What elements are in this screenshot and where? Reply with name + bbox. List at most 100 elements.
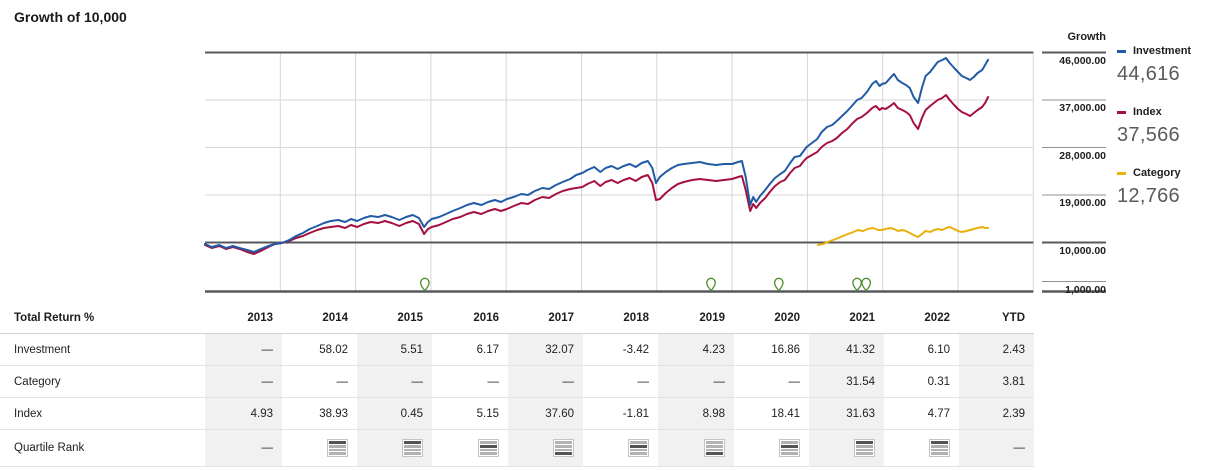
investment-line: [204, 57, 990, 253]
category-line-swatch-icon: [1117, 171, 1126, 175]
y-axis-title: Growth: [1067, 31, 1107, 43]
year-column-header: 2022: [884, 302, 959, 334]
quartile-rank-icon: [704, 439, 725, 457]
table-cell: [658, 429, 734, 467]
table-cell: [884, 429, 959, 467]
legend-final-value: 12,766: [1117, 185, 1180, 207]
table-cell: 18.41: [734, 397, 809, 430]
table-cell: —: [432, 365, 508, 398]
table-cell: 0.45: [357, 397, 432, 430]
index-line: [204, 94, 990, 255]
quartile-rank-icon: [478, 439, 499, 457]
table-cell: 16.86: [734, 333, 809, 366]
legend-item-index: Index 37,566: [1117, 105, 1213, 147]
table-cell: [583, 429, 658, 467]
table-cell: 5.51: [357, 333, 432, 366]
year-column-header: 2014: [282, 302, 357, 334]
table-row-category: Category — — — — — — — —31.54 0.31 3.81: [0, 365, 1034, 398]
table-header-row: Total Return % 2013 2014 2015 2016 2017 2018 20…: [0, 302, 1034, 334]
legend-final-value: 44,616: [1117, 63, 1180, 85]
table-cell: —: [734, 365, 809, 398]
table-cell: [734, 429, 809, 467]
page-title: Growth of 10,000: [14, 9, 127, 25]
y-axis-tick-label: 1,000.00: [1065, 283, 1106, 296]
quartile-rank-icon: [929, 439, 950, 457]
legend-final-value: 37,566: [1117, 124, 1180, 146]
event-pin-icon[interactable]: [861, 277, 871, 292]
table-cell: 31.63: [809, 397, 884, 430]
table-cell: [357, 429, 432, 467]
table-row-index: Index 4.93 38.93 0.45 5.15 37.60 -1.81 8.98 18.4…: [0, 397, 1034, 430]
table-cell: —: [205, 333, 282, 366]
y-axis-tick-label: 19,000.00: [1059, 197, 1106, 209]
table-cell: 37.60: [508, 397, 583, 430]
table-cell: 2.43: [959, 333, 1034, 366]
year-column-header: 2018: [583, 302, 658, 334]
table-cell: [432, 429, 508, 467]
table-cell: 41.32: [809, 333, 884, 366]
quartile-rank-icon: [628, 439, 649, 457]
quartile-rank-icon: [402, 439, 423, 457]
table-cell: 4.23: [658, 333, 734, 366]
year-column-header: 2020: [734, 302, 809, 334]
growth-chart: [204, 51, 1106, 293]
table-cell: 0.31: [884, 365, 959, 398]
table-cell: -3.42: [583, 333, 658, 366]
row-label: Investment: [0, 333, 205, 366]
table-cell: 8.98: [658, 397, 734, 430]
row-label: Category: [0, 365, 205, 398]
table-cell: —: [205, 429, 282, 467]
chart-legend: Investment 44,616 Index 37,566 Category 12,76…: [1117, 44, 1213, 227]
year-column-header: 2019: [658, 302, 734, 334]
table-row-investment: Investment —58.02 5.51 6.17 32.07 -3.42 4.23 16…: [0, 333, 1034, 366]
table-cell: —: [357, 365, 432, 398]
table-cell: 38.93: [282, 397, 357, 430]
total-return-table: Total Return % 2013 2014 2015 2016 2017 2018 20…: [0, 302, 1034, 467]
legend-item-investment: Investment 44,616: [1117, 44, 1213, 86]
table-cell: 4.77: [884, 397, 959, 430]
year-column-header: 2017: [508, 302, 583, 334]
event-pin-icon[interactable]: [420, 277, 430, 292]
event-pin-icon[interactable]: [773, 277, 784, 292]
table-cell: [508, 429, 583, 467]
table-cell: [809, 429, 884, 467]
event-pin-icon[interactable]: [706, 277, 716, 292]
table-cell: —: [508, 365, 583, 398]
table-cell: -1.81: [583, 397, 658, 430]
y-axis-tick-label: 37,000.00: [1059, 102, 1106, 114]
table-cell: 5.15: [432, 397, 508, 430]
legend-label: Category: [1133, 167, 1181, 179]
quartile-rank-icon: [553, 439, 574, 457]
event-pin-icon[interactable]: [852, 277, 862, 292]
table-cell: —: [959, 429, 1034, 467]
legend-label: Index: [1133, 106, 1162, 118]
year-column-header: 2015: [357, 302, 432, 334]
y-axis-tick-label: 10,000.00: [1059, 244, 1106, 257]
legend-label: Investment: [1133, 45, 1192, 57]
table-cell: 32.07: [508, 333, 583, 366]
table-cell: 58.02: [282, 333, 357, 366]
table-cell: —: [658, 365, 734, 398]
year-column-header: 2021: [809, 302, 884, 334]
row-label: Quartile Rank: [0, 429, 205, 467]
table-row-quartile-rank: Quartile Rank — —: [0, 429, 1034, 467]
category-line: [816, 226, 990, 246]
table-cell: 6.10: [884, 333, 959, 366]
y-axis-tick-label: 28,000.00: [1059, 149, 1106, 162]
table-cell: 2.39: [959, 397, 1034, 430]
legend-item-category: Category 12,766: [1117, 166, 1213, 208]
table-cell: —: [583, 365, 658, 398]
year-column-header: 2016: [432, 302, 508, 334]
year-column-header: 2013: [205, 302, 282, 334]
table-cell: 31.54: [809, 365, 884, 398]
investment-line-swatch-icon: [1117, 49, 1126, 53]
quartile-rank-icon: [779, 439, 800, 457]
row-label: Index: [0, 397, 205, 430]
table-cell: —: [282, 365, 357, 398]
y-axis-tick-label: 46,000.00: [1059, 54, 1106, 67]
quartile-rank-icon: [327, 439, 348, 457]
table-cell: 4.93: [205, 397, 282, 430]
table-corner-label: Total Return %: [0, 302, 205, 334]
index-line-swatch-icon: [1117, 110, 1126, 114]
